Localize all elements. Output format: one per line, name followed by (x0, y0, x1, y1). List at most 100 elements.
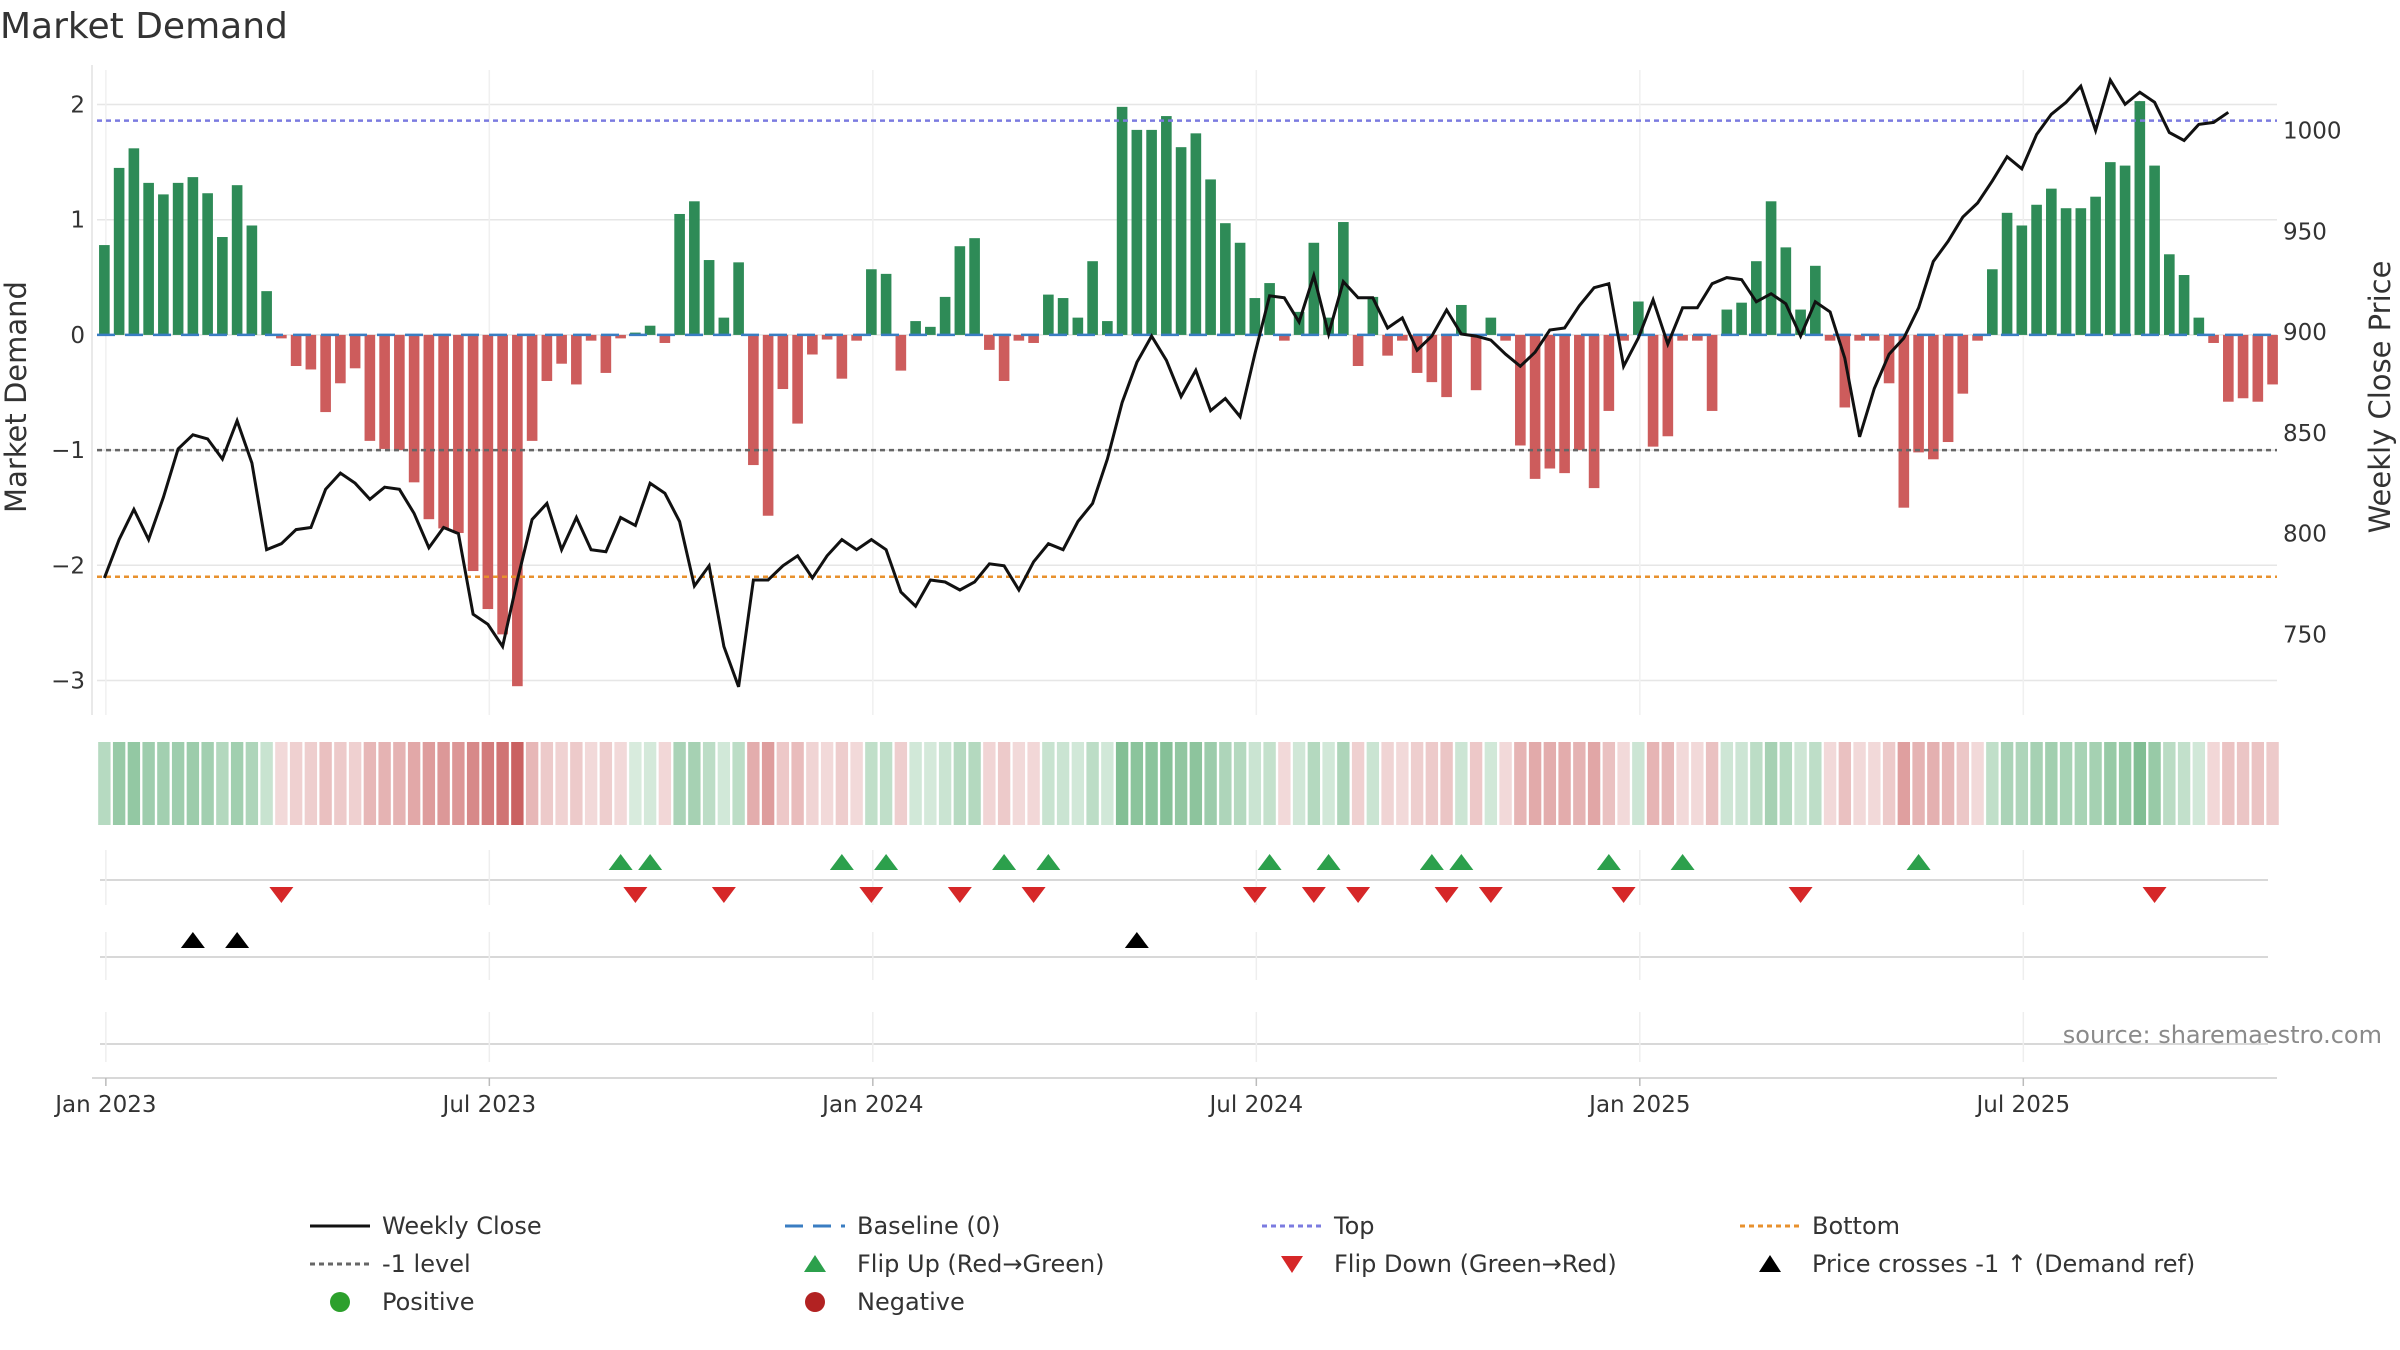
strip-cell (245, 742, 259, 825)
demand-bar (1028, 334, 1039, 343)
legend-label: Baseline (0) (857, 1212, 1000, 1240)
demand-bar (2119, 165, 2131, 335)
legend-item-positive: Positive (330, 1288, 475, 1316)
demand-bar (1751, 261, 1762, 335)
demand-bar (1529, 334, 1541, 479)
demand-bar (423, 334, 435, 520)
strip-cell (1853, 742, 1866, 825)
demand-bar (939, 296, 951, 335)
flip-down-marker (859, 887, 884, 903)
strip-cell (2163, 742, 2176, 825)
left-tick-label: −1 (51, 438, 85, 464)
demand-bar (526, 334, 538, 441)
demand-bar (1397, 334, 1408, 341)
strip-cell (466, 742, 480, 825)
demand-bar (644, 325, 656, 335)
demand-bar (1942, 334, 1954, 443)
demand-bar (379, 334, 390, 449)
strip-cell (820, 742, 834, 825)
demand-bar (571, 334, 582, 385)
demand-bar (1603, 334, 1615, 411)
strip-cell (1971, 742, 1984, 825)
legend-swatch (1759, 1255, 1781, 1272)
strip-cell (688, 742, 701, 825)
strip-cell (127, 742, 141, 825)
strip-cell (1351, 742, 1365, 825)
demand-bar (1515, 334, 1526, 446)
strip-cell (1779, 742, 1793, 825)
flip-up-marker (1419, 854, 1444, 870)
strip-cell (1086, 742, 1099, 825)
strip-cell (142, 742, 155, 825)
demand-bar (954, 246, 966, 335)
demand-bar (512, 334, 523, 687)
flip-up-marker (638, 854, 663, 870)
strip-cell (1307, 742, 1321, 825)
right-axis-ticks: 1000 950 900 850 800 750 (2283, 118, 2342, 648)
demand-bar (748, 334, 759, 466)
strip-cell (1396, 742, 1409, 825)
demand-bar (1574, 334, 1585, 451)
strip-cell (2133, 742, 2147, 825)
demand-bar (261, 291, 272, 335)
strip-cell (747, 742, 760, 825)
strip-cell (1573, 742, 1586, 825)
strip-cell (1543, 742, 1557, 825)
demand-bar (158, 194, 169, 335)
strip-cell (776, 742, 790, 825)
flip-up-marker (1596, 854, 1621, 870)
demand-bar (1706, 334, 1718, 411)
strip-cell (407, 742, 421, 825)
strip-cell (2266, 742, 2279, 825)
strip-cell (496, 742, 509, 825)
demand-bar (1795, 309, 1806, 335)
strip-cell (599, 742, 613, 825)
strip-cell (2222, 742, 2235, 825)
demand-bar (1765, 201, 1777, 335)
strip-cell (717, 742, 731, 825)
demand-bar (497, 334, 508, 635)
demand-bar (1485, 317, 1497, 335)
flip-up-marker (992, 854, 1017, 870)
left-tick-label: 1 (70, 208, 85, 234)
right-tick-label: 850 (2283, 421, 2327, 447)
strip-cell (1823, 742, 1837, 825)
flip-down-marker (1478, 887, 1503, 903)
demand-bar (1382, 334, 1393, 356)
demand-bar (733, 262, 744, 335)
demand-bar (1721, 309, 1733, 335)
demand-bar (1470, 334, 1482, 391)
demand-bar (2090, 196, 2101, 335)
strip-cell (2251, 742, 2265, 825)
demand-bar (880, 273, 892, 335)
strip-cell (1204, 742, 1217, 825)
price-cross-marker (225, 932, 250, 948)
demand-bar (320, 334, 331, 413)
demand-bar (143, 182, 154, 335)
strip-cell (1897, 742, 1911, 825)
strip-cell (1750, 742, 1763, 825)
legend-item-price-cross: Price crosses -1 ↑ (Demand ref) (1759, 1250, 2195, 1278)
demand-bar (1367, 296, 1379, 335)
legend-item-flip-down: Flip Down (Green→Red) (1281, 1250, 1617, 1278)
demand-bar (1633, 301, 1644, 335)
strip-cell (437, 742, 450, 825)
legend-label: Negative (857, 1288, 965, 1316)
demand-bar (2178, 275, 2190, 335)
demand-bar (1559, 334, 1570, 474)
legend-label: Positive (382, 1288, 475, 1316)
demand-bar (1131, 129, 1143, 335)
demand-bar (1264, 283, 1275, 335)
strip-cell (1927, 742, 1940, 825)
strip-cell (983, 742, 996, 825)
demand-bar (482, 334, 494, 610)
legend-item-baseline: Baseline (0) (785, 1212, 1000, 1240)
demand-bar (2001, 212, 2013, 335)
demand-bar (807, 334, 818, 355)
demand-bar (1190, 133, 1202, 335)
demand-bar (1411, 334, 1423, 373)
strip-cell (1189, 742, 1203, 825)
strip-cell (289, 742, 303, 825)
demand-bar (1987, 269, 1998, 335)
demand-bar (1780, 247, 1792, 335)
